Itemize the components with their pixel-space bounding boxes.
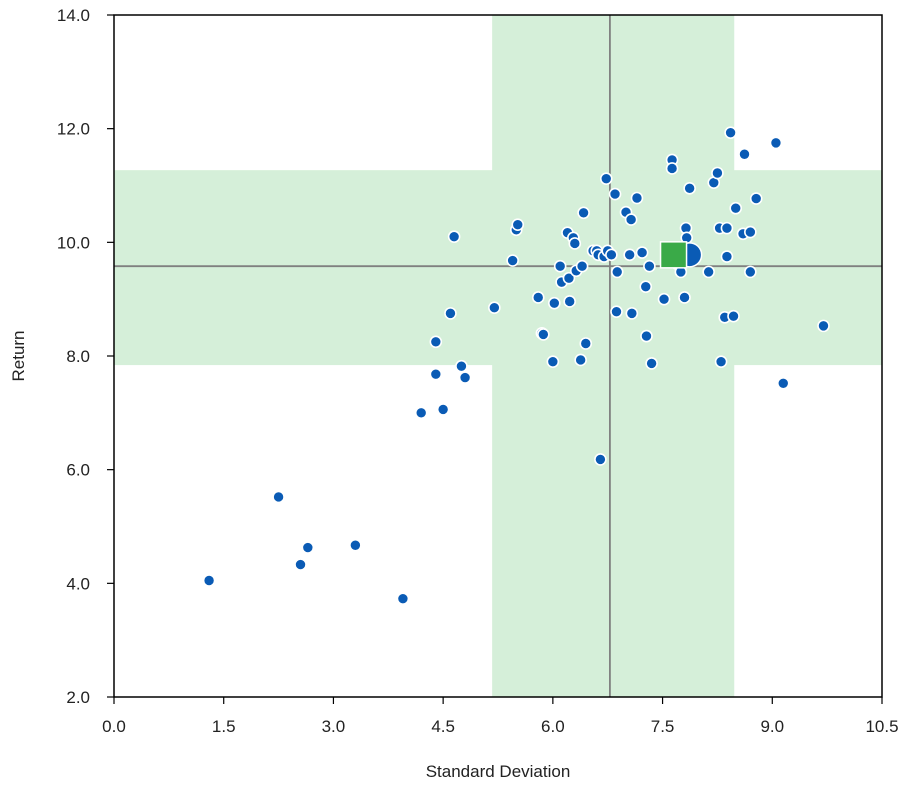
y-axis-label: Return (9, 330, 28, 381)
data-point (548, 296, 561, 310)
data-point (429, 335, 443, 349)
data-point (537, 328, 550, 341)
data-point (744, 225, 757, 239)
data-point (577, 206, 590, 220)
x-tick-label: 3.0 (322, 717, 346, 736)
x-tick-label: 9.0 (760, 717, 784, 736)
x-tick-label: 4.5 (431, 717, 455, 736)
data-point (594, 453, 607, 466)
data-point (553, 259, 567, 273)
data-point (562, 271, 576, 285)
y-tick-label: 2.0 (66, 688, 90, 707)
data-point (568, 237, 582, 250)
data-point (575, 259, 589, 273)
data-point (744, 265, 757, 279)
portfolio-marker (659, 241, 688, 269)
data-point (635, 246, 649, 259)
data-point (202, 574, 216, 587)
data-point (444, 307, 457, 320)
data-point (817, 319, 830, 333)
reference-lines (114, 15, 882, 697)
y-axis-ticks: 2.0 4.0 6.0 8.0 10.0 12.0 14.0 (57, 6, 114, 707)
y-tick-label: 6.0 (66, 461, 90, 480)
data-point (563, 295, 576, 308)
data-point (608, 187, 622, 201)
data-point (599, 172, 613, 185)
data-point (605, 248, 618, 262)
data-point (720, 250, 734, 263)
y-tick-label: 12.0 (57, 120, 90, 139)
data-point (749, 192, 763, 205)
data-point (645, 357, 658, 370)
data-point (531, 291, 545, 304)
data-point (272, 490, 285, 504)
data-point (738, 147, 751, 161)
data-point (683, 182, 696, 195)
data-point (579, 337, 593, 350)
data-point (458, 371, 472, 384)
data-point (678, 291, 691, 304)
data-points (202, 126, 830, 605)
data-point (702, 265, 715, 279)
y-tick-label: 10.0 (57, 233, 90, 252)
data-point (727, 309, 740, 323)
data-point (429, 367, 443, 381)
data-point (349, 538, 362, 552)
data-point (610, 305, 623, 318)
data-point (643, 259, 656, 273)
data-point (769, 136, 783, 150)
data-point (447, 230, 461, 243)
y-tick-label: 8.0 (66, 347, 90, 366)
data-point (624, 213, 638, 226)
horizontal-band (114, 170, 882, 366)
highlight-markers (659, 241, 703, 269)
data-point (506, 254, 519, 267)
data-point (729, 201, 743, 215)
data-point (455, 359, 468, 373)
data-point (488, 301, 501, 314)
shaded-bands (114, 15, 882, 697)
data-point (640, 329, 653, 343)
data-point (625, 307, 639, 320)
data-point (436, 403, 450, 416)
x-axis-label: Standard Deviation (426, 762, 571, 781)
x-tick-label: 1.5 (212, 717, 236, 736)
data-point (776, 376, 790, 390)
data-point (714, 355, 728, 368)
x-tick-label: 0.0 (102, 717, 126, 736)
data-point (711, 166, 724, 180)
data-point (665, 162, 679, 175)
x-axis-ticks: 0.0 1.5 3.0 4.5 6.0 7.5 9.0 10.5 (102, 697, 899, 736)
y-tick-label: 4.0 (66, 574, 90, 593)
data-point (720, 221, 734, 235)
data-point (294, 558, 307, 571)
data-point (610, 265, 624, 279)
data-point (574, 353, 587, 367)
data-point (639, 280, 653, 293)
data-point (657, 292, 671, 306)
data-point (301, 541, 315, 554)
data-point (724, 126, 737, 139)
data-point (623, 248, 636, 262)
x-tick-label: 6.0 (541, 717, 565, 736)
x-tick-label: 10.5 (865, 717, 898, 736)
data-point (630, 191, 644, 205)
data-point (511, 218, 525, 232)
data-point (396, 592, 410, 605)
x-tick-label: 7.5 (651, 717, 675, 736)
y-tick-label: 14.0 (57, 6, 90, 25)
data-point (414, 406, 428, 420)
data-point (546, 355, 560, 368)
